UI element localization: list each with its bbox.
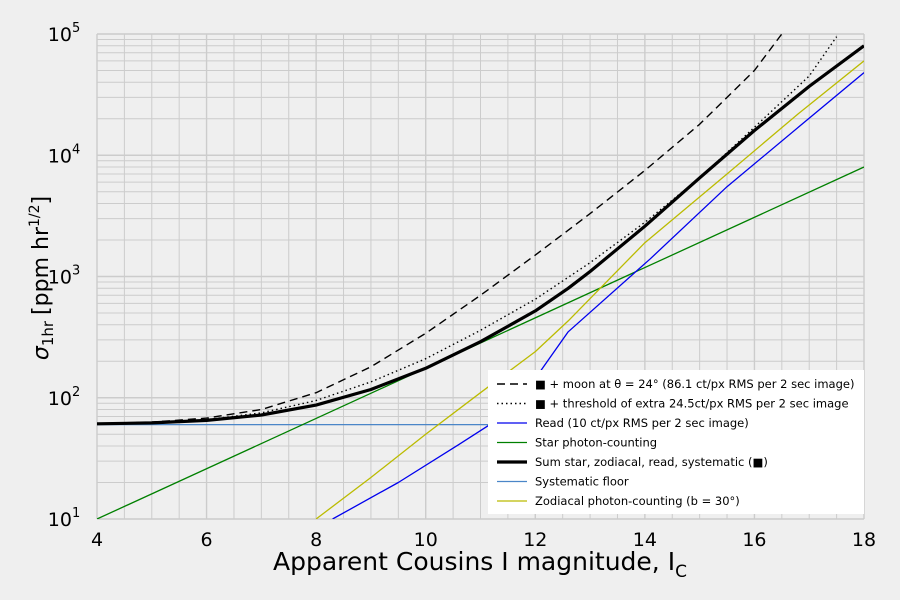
series-layer (97, 34, 864, 519)
y-tick-label: 103 (48, 264, 80, 289)
x-tick-label: 6 (201, 529, 213, 551)
x-tick-label: 16 (742, 529, 766, 551)
legend-label: Sum star, zodiacal, read, systematic (■) (535, 455, 768, 469)
y-tick-label: 102 (48, 385, 80, 410)
legend-box (488, 370, 864, 514)
x-tick-label: 4 (91, 529, 103, 551)
legend-label: Systematic floor (535, 475, 629, 489)
series-line-5 (97, 44, 864, 426)
y-tick-label: 101 (48, 506, 80, 531)
y-axis-label: σ1hr[ppm hr1/2] (27, 196, 57, 360)
series-line-3 (332, 72, 864, 519)
x-axis-label: Apparent Cousins I magnitude, IC (273, 547, 687, 582)
legend-label: ■ + threshold of extra 24.5ct/px RMS per… (535, 397, 849, 411)
y-tick-labels: 101 102 103 104 105 (48, 21, 80, 531)
x-tick-label: 12 (523, 529, 547, 551)
legend-label: ■ + moon at θ = 24° (86.1 ct/px RMS per … (535, 377, 854, 391)
x-tick-labels: 4 6 8 10 12 14 16 18 (91, 529, 876, 551)
legend: ■ + moon at θ = 24° (86.1 ct/px RMS per … (488, 370, 864, 514)
x-tick-label: 18 (852, 529, 876, 551)
x-tick-label: 10 (414, 529, 438, 551)
legend-label: Star photon-counting (535, 436, 657, 450)
legend-label: Zodiacal photon-counting (b = 30°) (535, 494, 740, 508)
legend-label: Read (10 ct/px RMS per 2 sec image) (535, 416, 749, 430)
series-line-7 (315, 60, 864, 519)
y-tick-label: 105 (48, 21, 80, 46)
series-line-1 (97, 34, 783, 425)
x-tick-label: 8 (310, 529, 322, 551)
y-tick-label: 104 (48, 142, 80, 167)
x-tick-label: 14 (633, 529, 657, 551)
